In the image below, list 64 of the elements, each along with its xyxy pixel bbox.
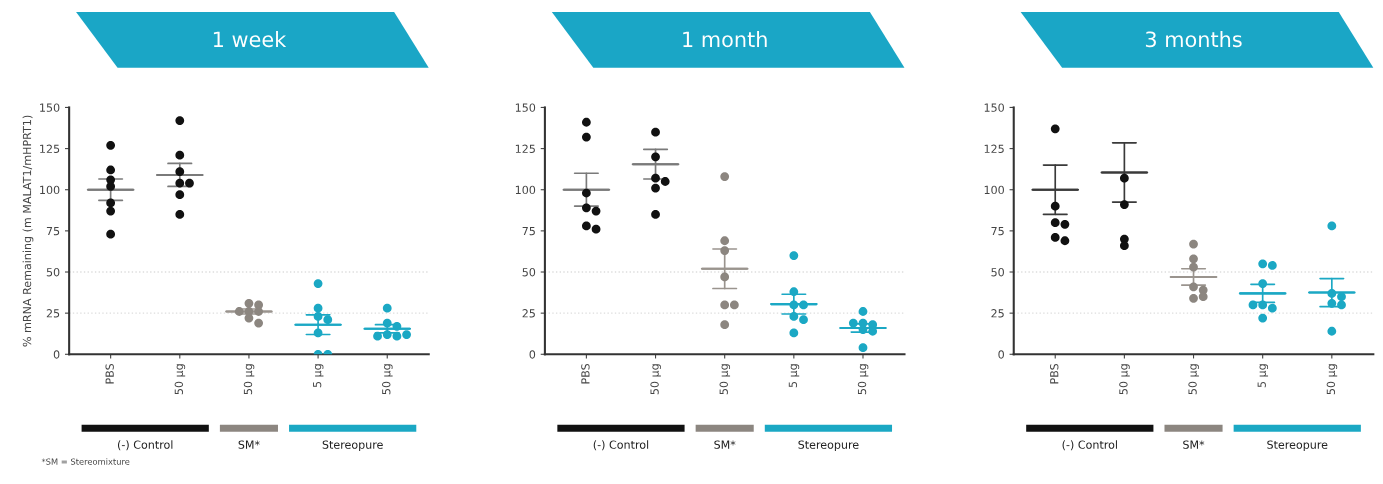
text: *SM = Stereomixture — [41, 458, 130, 465]
point — [175, 210, 185, 219]
text: Stereopure — [798, 440, 859, 451]
y-tick-label: 50 — [522, 267, 536, 277]
y-tick-label: 0 — [998, 350, 1004, 359]
y-tick-label: 150 — [40, 103, 60, 112]
point — [720, 300, 730, 310]
y-tick-label: 125 — [40, 144, 60, 153]
text: SM* — [714, 440, 736, 449]
y-tick-label: 25 — [522, 309, 535, 318]
point — [1327, 326, 1337, 336]
y-tick-label: 125 — [984, 144, 1004, 153]
y-tick-label: 75 — [46, 226, 60, 236]
y-tick-label: 150 — [984, 103, 1004, 112]
point — [858, 343, 868, 353]
text: (-) Control — [593, 440, 649, 451]
y-tick-label: 150 — [515, 103, 536, 112]
point — [175, 190, 185, 200]
x-tick-label: 50 µg — [174, 364, 186, 395]
y-tick-label: 100 — [984, 185, 1004, 195]
x-tick-label: 50 µg — [1188, 364, 1199, 395]
x-tick-label: 50 µg — [719, 364, 731, 395]
y-axis-title: % mRNA Remaining (m MALAT1/mHPRT1) — [22, 115, 34, 347]
x-tick-label: PBS — [105, 363, 114, 384]
y-tick-label: 100 — [515, 185, 536, 195]
x-tick-label: 50 µg — [650, 364, 661, 395]
text: SM* — [1183, 440, 1205, 449]
chart-title: 3 months — [1145, 31, 1242, 48]
point — [720, 246, 730, 256]
chart-title: 1 month — [683, 31, 767, 48]
x-tick-label: 5 µg — [313, 364, 324, 388]
point — [789, 328, 799, 338]
y-tick-label: 75 — [991, 226, 1004, 236]
point — [720, 172, 730, 181]
y-tick-label: 50 — [46, 267, 60, 277]
x-tick-label: 50 µg — [1326, 364, 1338, 395]
text: (-) Control — [1062, 440, 1117, 451]
y-tick-label: 0 — [53, 350, 60, 359]
x-tick-label: 50 µg — [857, 364, 869, 395]
y-tick-label: 125 — [515, 144, 535, 153]
y-tick-label: 100 — [40, 185, 60, 195]
x-tick-label: 50 µg — [382, 364, 393, 395]
text: Stereopure — [1267, 440, 1328, 451]
text: (-) Control — [117, 440, 173, 451]
x-tick-label: PBS — [1050, 363, 1059, 384]
x-tick-label: PBS — [581, 363, 590, 384]
text: Stereopure — [322, 440, 383, 451]
x-tick-label: 50 µg — [243, 364, 255, 395]
point — [720, 236, 730, 246]
y-tick-label: 50 — [991, 267, 1004, 277]
point — [244, 298, 254, 308]
chart-title: 1 week — [213, 31, 287, 48]
point — [106, 206, 116, 216]
y-tick-label: 75 — [522, 226, 535, 236]
point — [720, 320, 730, 330]
y-tick-label: 0 — [529, 350, 536, 359]
point — [720, 272, 730, 282]
text: SM* — [238, 440, 260, 449]
x-tick-label: 5 µg — [1257, 364, 1269, 388]
x-tick-label: 5 µg — [788, 364, 800, 388]
y-tick-label: 25 — [46, 309, 60, 318]
point — [106, 229, 116, 239]
x-tick-label: 50 µg — [1119, 364, 1130, 395]
y-tick-label: 25 — [991, 309, 1004, 318]
